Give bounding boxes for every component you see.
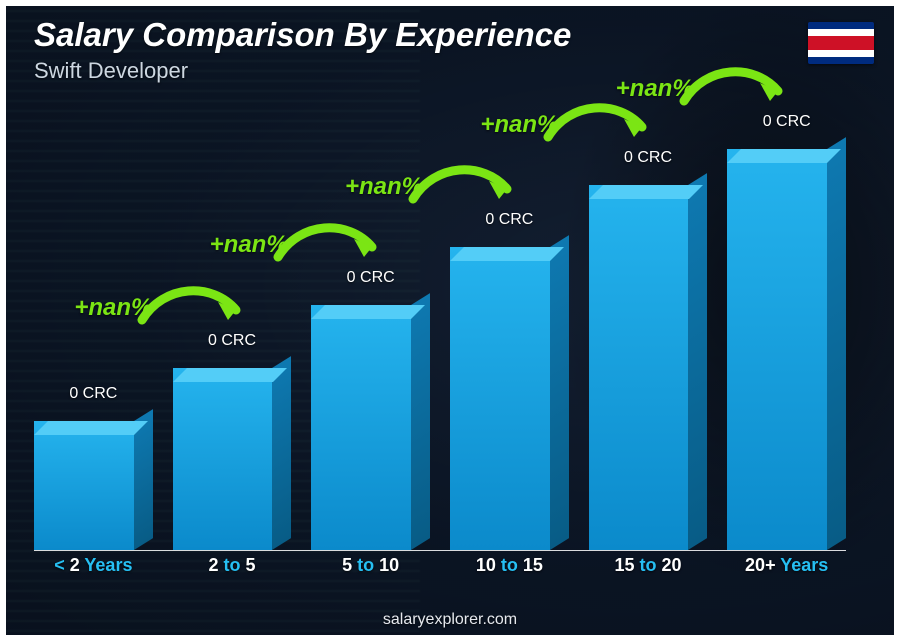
bar-value-label: 0 CRC (173, 332, 292, 350)
bar-side-face (550, 235, 569, 550)
bar-x-label: 5 to 10 (307, 555, 434, 576)
bar-x-label: 10 to 15 (446, 555, 573, 576)
bar-wrap: 0 CRC15 to 20 (589, 105, 708, 550)
crop-border-left (0, 0, 6, 641)
bar-side-face (688, 173, 707, 550)
bar-wrap: 0 CRC5 to 10 (311, 105, 430, 550)
page-title: Salary Comparison By Experience (34, 16, 571, 54)
bar-wrap: 0 CRC10 to 15 (450, 105, 569, 550)
bar-x-label: 15 to 20 (585, 555, 712, 576)
crop-border-bottom (0, 635, 900, 641)
bar: 0 CRC (450, 247, 569, 550)
infographic-stage: Salary Comparison By Experience Swift De… (0, 0, 900, 641)
bar-front-face (173, 368, 273, 550)
attribution: salaryexplorer.com (0, 611, 900, 629)
bar-front-face (589, 185, 689, 550)
bar-front-face (450, 247, 550, 550)
crop-border-right (894, 0, 900, 641)
bar: 0 CRC (311, 305, 430, 550)
bar-front-face (311, 305, 411, 550)
bar-x-label: 20+ Years (723, 555, 850, 576)
bar: 0 CRC (34, 421, 153, 550)
bar-value-label: 0 CRC (311, 269, 430, 287)
bar: 0 CRC (589, 185, 708, 550)
page-subtitle: Swift Developer (34, 58, 188, 84)
bar: 0 CRC (173, 368, 292, 550)
bar-side-face (827, 137, 846, 550)
bar-x-label: 2 to 5 (169, 555, 296, 576)
bar-container: 0 CRC< 2 Years0 CRC2 to 50 CRC5 to 100 C… (34, 105, 846, 550)
bar-value-label: 0 CRC (589, 149, 708, 167)
bar-chart: 0 CRC< 2 Years0 CRC2 to 50 CRC5 to 100 C… (34, 105, 846, 577)
bar-wrap: 0 CRC2 to 5 (173, 105, 292, 550)
bar-side-face (272, 356, 291, 550)
bar-wrap: 0 CRC20+ Years (727, 105, 846, 550)
flag-icon (808, 22, 874, 64)
crop-border-top (0, 0, 900, 6)
bar-value-label: 0 CRC (34, 385, 153, 403)
bar-side-face (411, 293, 430, 550)
bar: 0 CRC (727, 149, 846, 550)
bar-front-face (34, 421, 134, 550)
bar-value-label: 0 CRC (727, 113, 846, 131)
baseline (34, 550, 846, 552)
bar-front-face (727, 149, 827, 550)
bar-x-label: < 2 Years (30, 555, 157, 576)
bar-value-label: 0 CRC (450, 211, 569, 229)
bar-wrap: 0 CRC< 2 Years (34, 105, 153, 550)
